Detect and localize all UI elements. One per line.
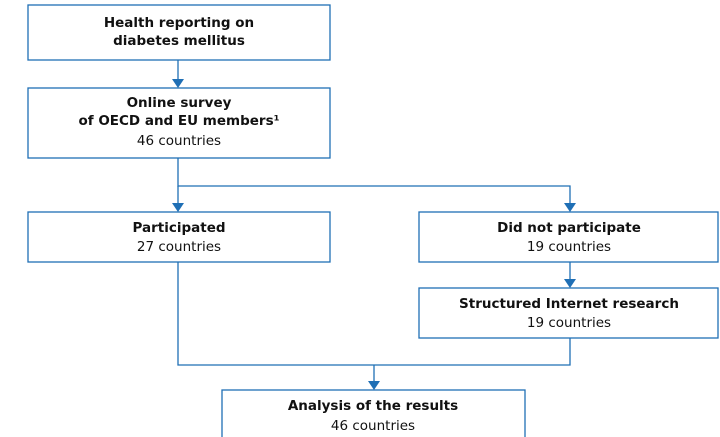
box-title: Online survey bbox=[127, 95, 232, 111]
connector bbox=[177, 158, 571, 204]
connectors bbox=[172, 60, 576, 390]
box-title: of OECD and EU members¹ bbox=[78, 113, 279, 129]
arrow-head bbox=[172, 203, 184, 212]
box bbox=[27, 211, 331, 263]
box bbox=[418, 287, 719, 339]
box-title: Health reporting on bbox=[104, 15, 254, 31]
box-title: Participated bbox=[132, 220, 225, 236]
arrow-head bbox=[172, 79, 184, 88]
box bbox=[221, 389, 526, 437]
box bbox=[418, 211, 719, 263]
box-detail: 27 countries bbox=[137, 239, 221, 255]
box-title: Structured Internet research bbox=[459, 296, 679, 312]
arrow-head bbox=[564, 203, 576, 212]
box-title: Analysis of the results bbox=[288, 398, 458, 414]
arrow-head bbox=[368, 381, 380, 390]
box-detail: 46 countries bbox=[331, 418, 415, 434]
box bbox=[27, 4, 331, 61]
box-detail: 46 countries bbox=[137, 133, 221, 149]
box-detail: 19 countries bbox=[527, 239, 611, 255]
box-detail: 19 countries bbox=[527, 315, 611, 331]
box-title: Did not participate bbox=[497, 220, 641, 236]
box bbox=[27, 87, 331, 159]
box-title: diabetes mellitus bbox=[113, 33, 245, 49]
arrow-head bbox=[564, 279, 576, 288]
